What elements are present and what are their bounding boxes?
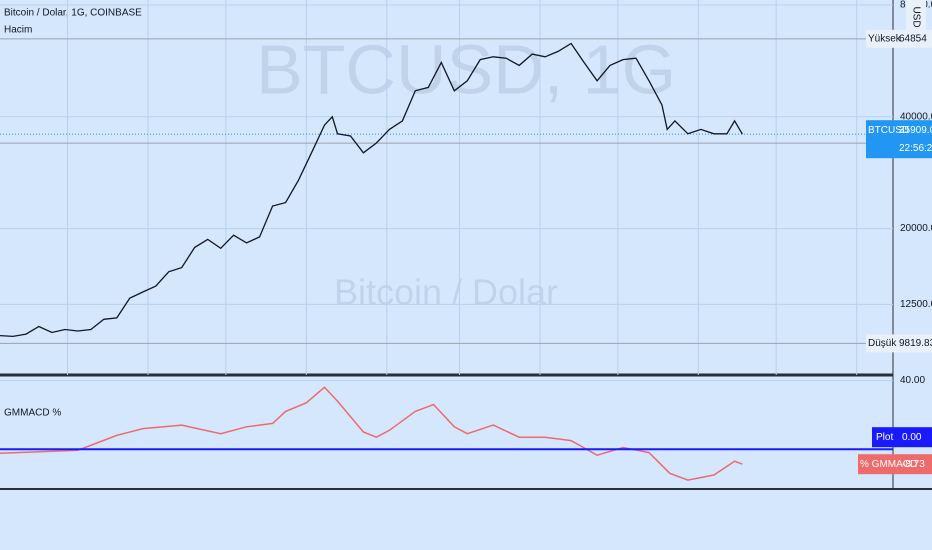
watermark: BTCUSD, 1G xyxy=(256,30,676,108)
price-level-name: Düşük xyxy=(868,338,897,349)
y-tick-label: 12500.00 xyxy=(900,299,932,310)
legend-value[interactable]: 0.00 xyxy=(902,432,922,443)
legend-name[interactable]: % GMMACD xyxy=(860,459,917,470)
last-price-box xyxy=(866,120,932,159)
price-level-name: Yüksek xyxy=(868,33,902,44)
legend-value[interactable]: -8.73 xyxy=(902,459,925,470)
price-level-box xyxy=(866,29,932,48)
y-tick-label: 40.00 xyxy=(900,375,925,386)
countdown: 22:56:23 xyxy=(899,143,932,154)
last-price-name: BTCUSD xyxy=(868,125,909,136)
y-tick-label: 40000.00 xyxy=(900,111,932,122)
chart-title[interactable]: Bitcoin / Dolar, 1G, COINBASE xyxy=(4,8,142,19)
indicator-title[interactable]: GMMACD % xyxy=(4,408,61,419)
price-level-value: 64854 xyxy=(899,33,927,44)
last-price-value: 35909.00 xyxy=(899,125,932,136)
volume-label[interactable]: Hacim xyxy=(4,25,32,36)
legend-box[interactable] xyxy=(872,427,932,448)
y-tick-label: 20000.00 xyxy=(900,223,932,234)
unit-box xyxy=(906,0,926,34)
axis-unit: USD xyxy=(910,6,921,27)
legend-name[interactable]: Plot xyxy=(876,432,893,443)
price-level-box xyxy=(866,334,932,353)
price-level-value: 9819.83 xyxy=(899,338,932,349)
legend-box[interactable] xyxy=(858,454,932,475)
price-line xyxy=(0,42,743,338)
price-line xyxy=(0,386,743,481)
watermark-subtitle: Bitcoin / Dolar xyxy=(334,272,558,313)
